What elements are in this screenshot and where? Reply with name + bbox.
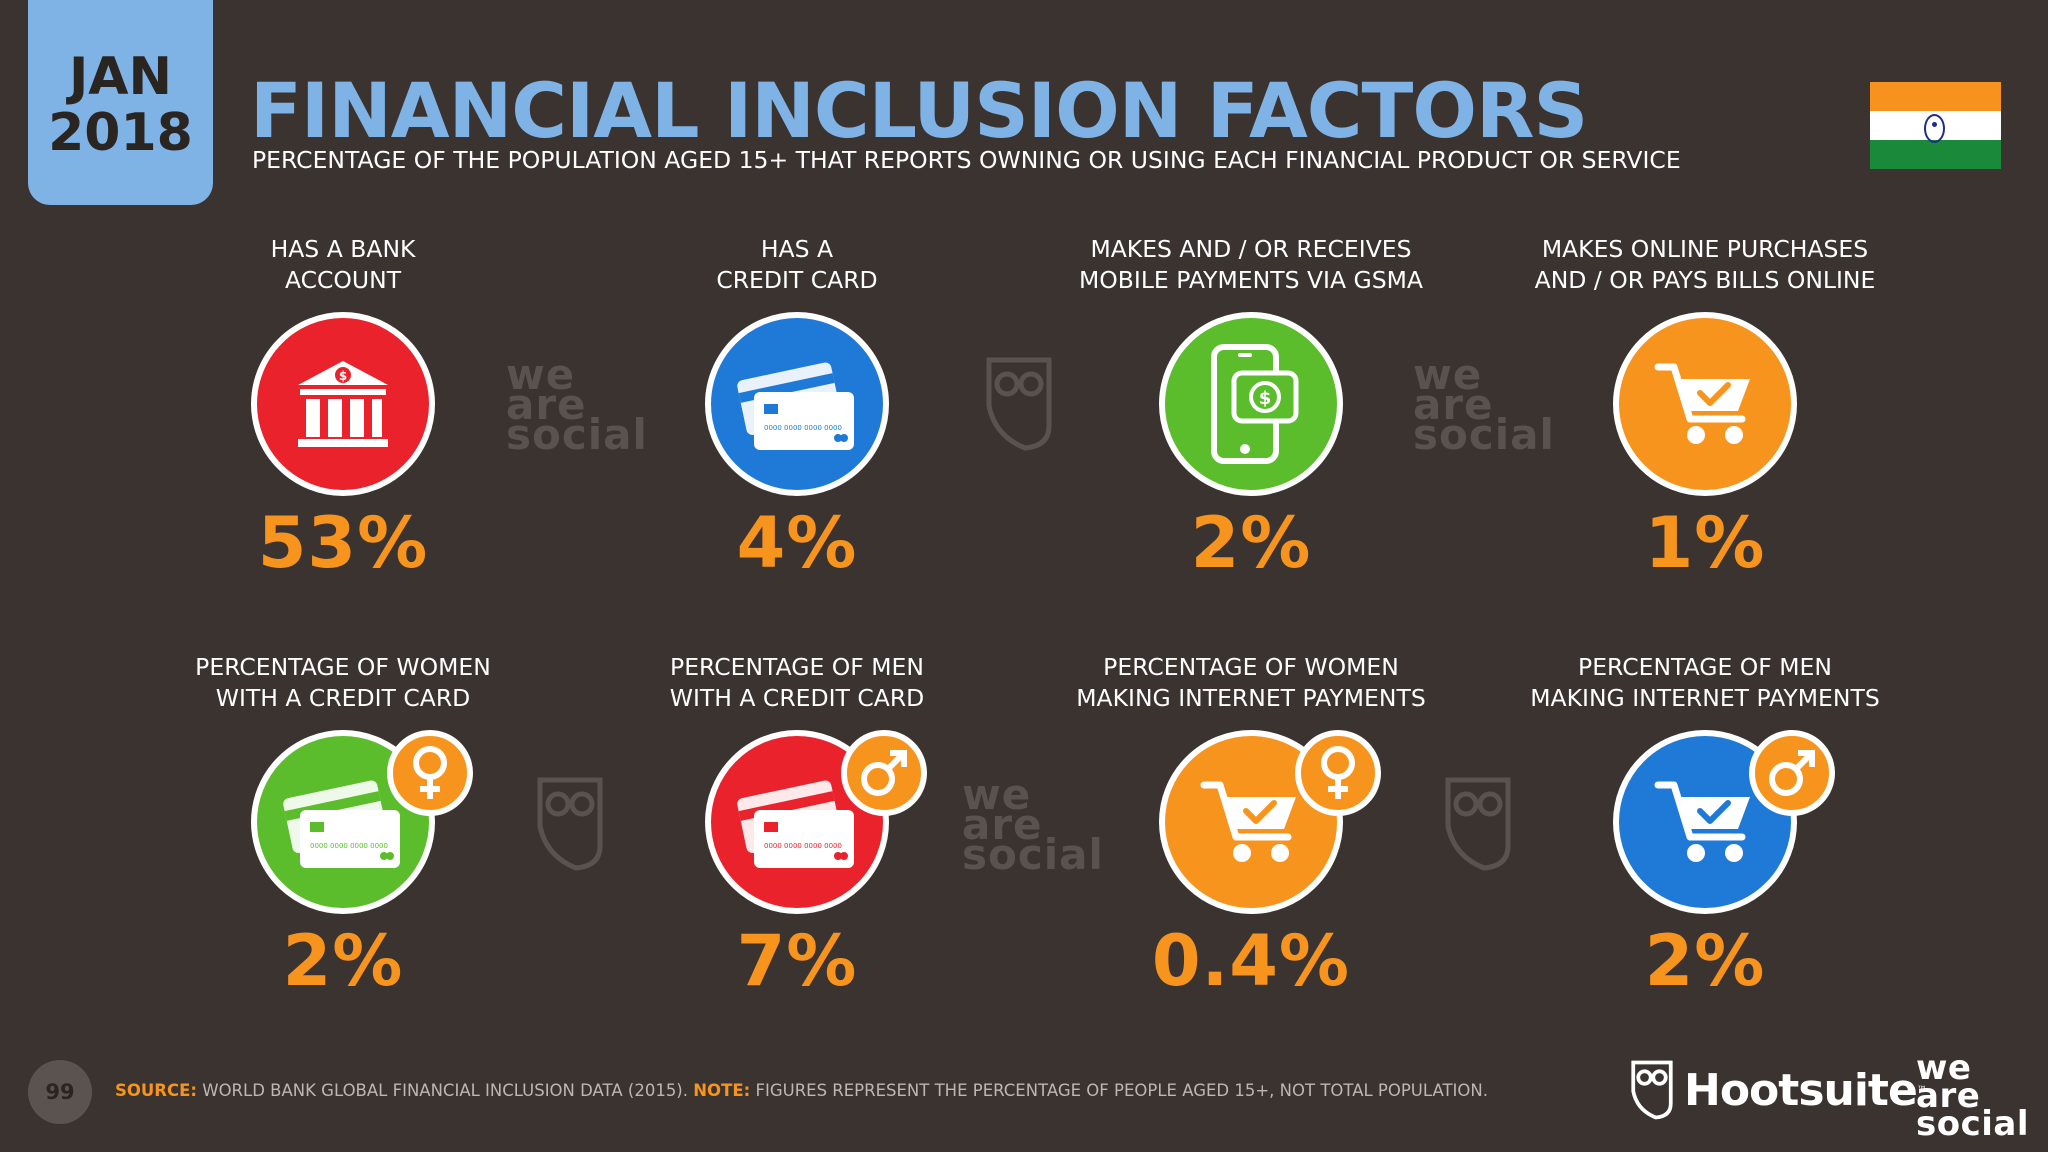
metric-label: WITH A CREDIT CARD [669,684,925,712]
page-title: FINANCIAL INCLUSION FACTORS [250,66,1588,155]
metric-value: 1% [1644,502,1766,584]
metric-value: 2% [282,920,404,1002]
owl-watermark-icon [537,777,603,871]
watermark-we-are-social: we are social [506,350,648,459]
metric-label: PERCENTAGE OF WOMEN [1103,653,1399,681]
metric-label: HAS A [760,235,834,263]
bank-icon: $ [251,312,435,496]
credit-card-icon: 0000 0000 0000 0000 [705,312,889,496]
svg-text:$: $ [339,369,347,383]
metric-label: AND / OR PAYS BILLS ONLINE [1534,266,1876,294]
svg-text:0000 0000 0000 0000: 0000 0000 0000 0000 [310,842,388,850]
source-note: SOURCE: WORLD BANK GLOBAL FINANCIAL INCL… [115,1081,1488,1100]
metric-label: CREDIT CARD [716,266,878,294]
mobile-payment-icon: $ [1159,312,1343,496]
watermark-we-are-social: we are social [962,770,1104,879]
credit-card-icon: 0000 0000 0000 0000 [705,730,927,914]
metric-label: MAKES AND / OR RECEIVES [1090,235,1412,263]
page-number: 99 [28,1060,92,1124]
male-symbol-icon [841,730,927,816]
shopping-cart-icon [1613,730,1835,914]
watermark-we-are-social: we are social [1413,350,1555,459]
svg-text:0000 0000 0000 0000: 0000 0000 0000 0000 [764,842,842,850]
metric-value: 53% [257,502,429,584]
metric-label: WITH A CREDIT CARD [215,684,471,712]
metric-label: HAS A BANK [270,235,416,263]
metric-value: 2% [1190,502,1312,584]
male-symbol-icon [1749,730,1835,816]
metric-value: 7% [736,920,858,1002]
metric-label: ACCOUNT [284,266,402,294]
note-text: FIGURES REPRESENT THE PERCENTAGE OF PEOP… [755,1081,1488,1100]
india-flag-icon [1870,82,2001,169]
page-subtitle: PERCENTAGE OF THE POPULATION AGED 15+ TH… [252,146,1681,174]
metric-label: PERCENTAGE OF WOMEN [195,653,491,681]
hootsuite-wordmark: Hootsuite [1684,1064,1918,1116]
female-symbol-icon [387,730,473,816]
shopping-cart-icon [1159,730,1381,914]
owl-watermark-icon [1445,777,1511,871]
owl-logo-icon [1631,1060,1673,1120]
source-label: SOURCE: [115,1081,197,1100]
owl-watermark-icon [986,357,1052,451]
metric-value: 0.4% [1151,920,1351,1002]
metric-value: 4% [736,502,858,584]
metric-label: MOBILE PAYMENTS VIA GSMA [1079,266,1423,294]
hootsuite-logo: Hootsuite ™ [1630,1060,1927,1120]
date-badge: JAN 2018 [28,0,213,205]
svg-text:$: $ [1259,388,1272,409]
metric-label: PERCENTAGE OF MEN [670,653,924,681]
shopping-cart-icon [1613,312,1797,496]
svg-text:0000 0000 0000 0000: 0000 0000 0000 0000 [764,424,842,432]
female-symbol-icon [1295,730,1381,816]
source-text: WORLD BANK GLOBAL FINANCIAL INCLUSION DA… [202,1081,688,1100]
metric-label: MAKING INTERNET PAYMENTS [1076,684,1426,712]
credit-card-icon: 0000 0000 0000 0000 [251,730,473,914]
date-year: 2018 [48,102,193,163]
note-label: NOTE: [693,1081,751,1100]
we-are-social-logo: we are social [1916,1048,2030,1144]
metric-label: PERCENTAGE OF MEN [1578,653,1832,681]
metric-label: MAKES ONLINE PURCHASES [1541,235,1869,263]
metric-label: MAKING INTERNET PAYMENTS [1530,684,1880,712]
date-month: JAN [68,46,173,107]
metric-value: 2% [1644,920,1766,1002]
